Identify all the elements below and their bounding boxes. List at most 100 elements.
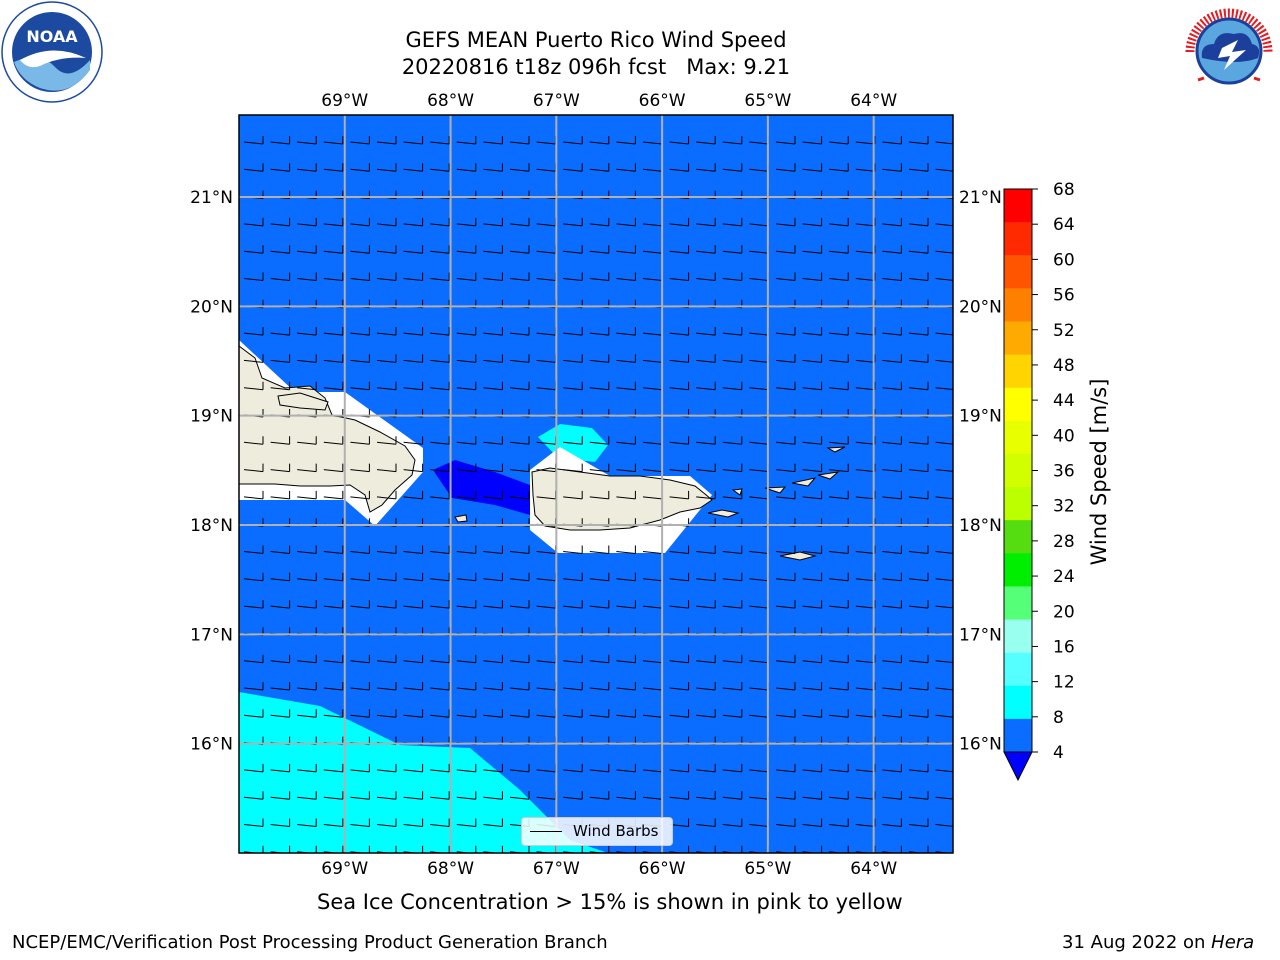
wind-barb-130	[829, 245, 849, 254]
wind-field-below-4	[433, 460, 530, 515]
wind-barb-88	[430, 217, 450, 227]
wind-barb-33	[403, 163, 424, 172]
wind-barb-243	[243, 381, 264, 391]
wind-barb-353	[297, 490, 317, 500]
wind-barb-438	[403, 572, 424, 582]
wind-barb-191	[297, 327, 317, 336]
wind-barb-580	[589, 709, 610, 718]
wind-barb-31	[350, 163, 370, 172]
lat-label-left-3: 18°N	[190, 516, 233, 536]
colorbar-tick-label-7: 40	[1053, 426, 1075, 446]
wind-barb-153	[722, 272, 743, 281]
wind-barb-449	[696, 572, 716, 582]
lat-label-left-4: 17°N	[190, 625, 233, 645]
wind-barb-306	[483, 436, 503, 445]
wind-barb-675	[243, 818, 264, 827]
wind-barb-140	[376, 272, 397, 281]
lon-label-top-5: 64°W	[850, 91, 897, 111]
wind-barb-264	[802, 381, 823, 391]
wind-barb-252	[483, 381, 503, 391]
wind-barb-332	[456, 463, 477, 473]
land-saona	[454, 514, 468, 523]
wind-barb-318	[802, 436, 823, 445]
lat-label-right-4: 17°N	[959, 625, 1002, 645]
wind-barb-124	[669, 245, 690, 254]
wind-barb-445	[589, 572, 610, 582]
wind-barb-570	[323, 709, 344, 718]
wind-barb-466	[430, 600, 450, 609]
map-legend: Wind Barbs	[521, 817, 673, 846]
wind-barb-471	[563, 600, 583, 609]
map-title: GEFS MEAN Puerto Rico Wind Speed	[405, 28, 787, 52]
wind-barb-530	[696, 654, 716, 664]
wind-barb-521	[456, 654, 477, 664]
wind-barb-513	[243, 654, 264, 664]
wind-barb-535	[829, 654, 849, 664]
wind-barb-320	[855, 436, 876, 445]
colorbar-tick-label-0: 68	[1053, 180, 1075, 200]
wind-barb-431	[935, 551, 953, 554]
wind-barb-633	[563, 763, 583, 773]
wind-barb-195	[403, 327, 424, 336]
wind-barb-97	[669, 217, 690, 227]
wind-barb-341	[696, 463, 716, 473]
wind-barb-541	[270, 682, 291, 691]
lon-label-bottom-4: 65°W	[744, 859, 791, 879]
lat-label-right-0: 21°N	[959, 188, 1002, 208]
wind-barb-561	[802, 682, 823, 691]
wind-barb-414	[483, 545, 503, 554]
wind-barb-634	[589, 763, 610, 773]
wind-barb-536	[855, 654, 876, 664]
wind-barb-315	[722, 436, 743, 445]
wind-barb-338	[616, 463, 636, 473]
wind-barb-660	[563, 791, 583, 800]
wind-barb-455	[855, 572, 876, 582]
wind-barb-542	[297, 682, 317, 691]
wind-barb-44	[696, 163, 716, 172]
wind-barb-373	[829, 490, 849, 500]
wind-barb-583	[669, 709, 690, 718]
wind-barb-6	[403, 136, 424, 145]
wind-barb-113	[376, 245, 397, 254]
wind-barb-234	[722, 354, 743, 363]
wind-barb-441	[483, 572, 503, 582]
wind-barb-435	[323, 572, 344, 582]
wind-barb-95	[616, 217, 636, 227]
wind-barb-354	[323, 490, 344, 500]
wind-barb-145	[509, 272, 530, 281]
lon-label-top-1: 68°W	[427, 91, 474, 111]
wind-barb-240	[882, 354, 902, 363]
wind-barb-569	[297, 709, 317, 718]
wind-barb-205	[669, 327, 690, 336]
wind-barb-450	[722, 572, 743, 582]
wind-barb-17	[696, 136, 716, 145]
wind-barb-576	[483, 709, 503, 718]
wind-barb-114	[403, 245, 424, 254]
wind-barb-303	[403, 436, 424, 445]
wind-barb-678	[323, 818, 344, 827]
lat-label-left-5: 16°N	[190, 735, 233, 755]
colorbar-bin-0	[1004, 189, 1032, 223]
wind-barb-567	[243, 709, 264, 718]
wind-speed-colorbar: 68 64 60 56 52 48 44 40 36 32 28 24 20 16 12 8 4 Wind Spe…	[1003, 180, 1111, 782]
wind-barb-581	[616, 709, 636, 718]
wind-barb-549	[483, 682, 503, 691]
wind-barb-468	[483, 600, 503, 609]
wind-barb-253	[509, 381, 530, 391]
wind-barb-543	[323, 682, 344, 691]
wind-barb-700	[908, 818, 929, 827]
wind-barb-219	[323, 354, 344, 363]
wind-barb-421	[669, 545, 690, 554]
wind-barb-147	[563, 272, 583, 281]
wind-barb-527	[616, 654, 636, 664]
wind-barb-91	[509, 217, 530, 227]
lon-label-top-2: 67°W	[533, 91, 580, 111]
wind-barb-302	[376, 436, 397, 445]
wind-barb-267	[882, 381, 902, 391]
wind-barb-653	[376, 791, 397, 800]
wind-barb-213	[882, 327, 902, 336]
wind-barb-621	[243, 763, 264, 773]
wind-barb-461	[297, 600, 317, 609]
wind-barb-196	[430, 327, 450, 336]
wind-barb-300	[323, 436, 344, 445]
